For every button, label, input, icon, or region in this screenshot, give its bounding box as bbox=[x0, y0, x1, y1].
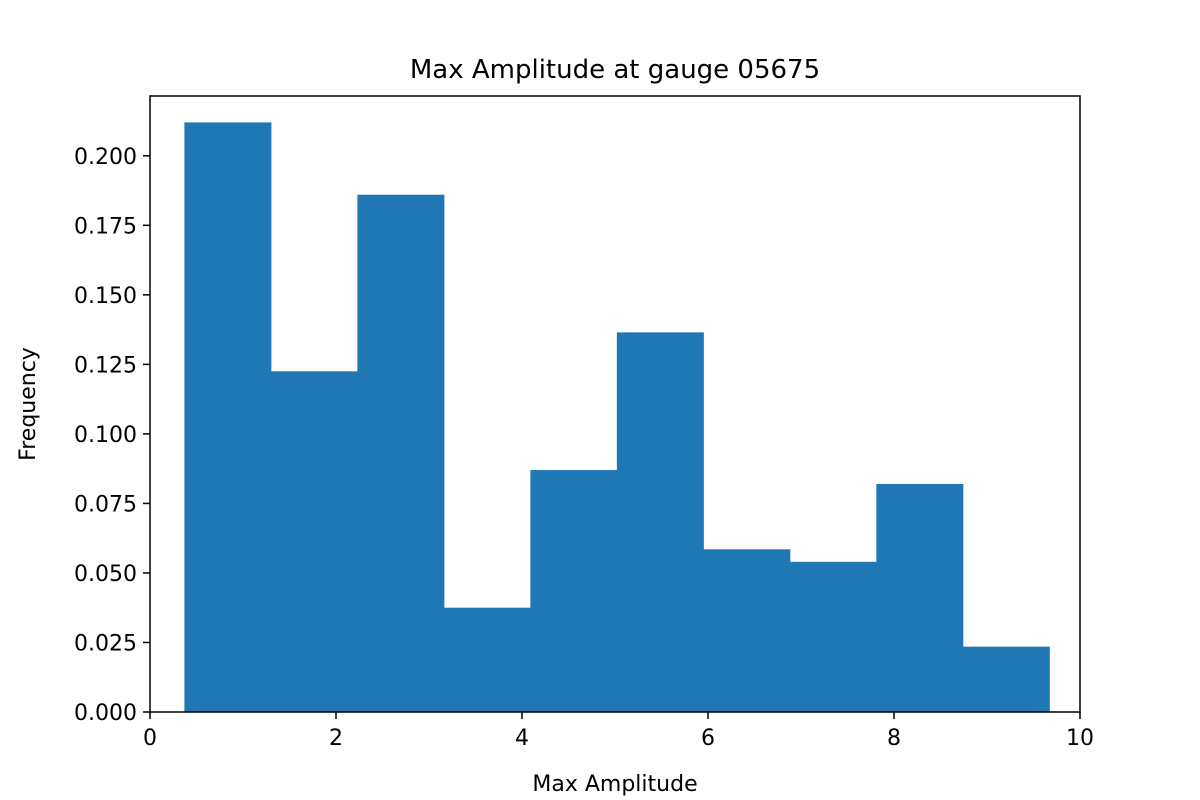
histogram-bar bbox=[443, 607, 531, 712]
y-tick-label: 0.200 bbox=[74, 145, 137, 170]
axes-frame bbox=[149, 95, 1081, 713]
y-axis-label: Frequency bbox=[16, 347, 41, 461]
x-tick-label: 2 bbox=[329, 726, 343, 751]
y-tick-label: 0.000 bbox=[74, 701, 137, 726]
chart-title: Max Amplitude at gauge 05675 bbox=[410, 55, 820, 85]
histogram-bar bbox=[530, 470, 618, 712]
histogram-bar bbox=[789, 561, 877, 712]
y-tick-label: 0.050 bbox=[74, 562, 137, 587]
x-axis-label: Max Amplitude bbox=[532, 772, 697, 797]
y-tick-label: 0.125 bbox=[74, 353, 137, 378]
y-tick-label: 0.150 bbox=[74, 284, 137, 309]
y-tick-label: 0.025 bbox=[74, 631, 137, 656]
x-tick-label: 8 bbox=[887, 726, 901, 751]
y-tick-label: 0.175 bbox=[74, 214, 137, 239]
histogram-bar bbox=[616, 332, 704, 712]
histogram-bar bbox=[962, 646, 1050, 712]
x-tick-label: 6 bbox=[701, 726, 715, 751]
histogram-bar bbox=[703, 549, 791, 712]
x-tick-label: 4 bbox=[515, 726, 529, 751]
histogram-bar bbox=[357, 194, 445, 712]
x-tick-label: 0 bbox=[143, 726, 157, 751]
y-tick-label: 0.100 bbox=[74, 423, 137, 448]
y-axis-ticks: 0.000 0.025 0.050 0.075 0.100 0.125 0.150 0.175… bbox=[74, 145, 150, 726]
histogram-bar bbox=[184, 122, 272, 712]
x-axis-ticks: 0 2 4 6 8 10 bbox=[143, 712, 1094, 751]
y-tick-label: 0.075 bbox=[74, 492, 137, 517]
x-tick-label: 10 bbox=[1066, 726, 1094, 751]
histogram-bar bbox=[270, 371, 358, 712]
histogram-bar bbox=[876, 483, 964, 712]
histogram-bars bbox=[184, 122, 1050, 712]
